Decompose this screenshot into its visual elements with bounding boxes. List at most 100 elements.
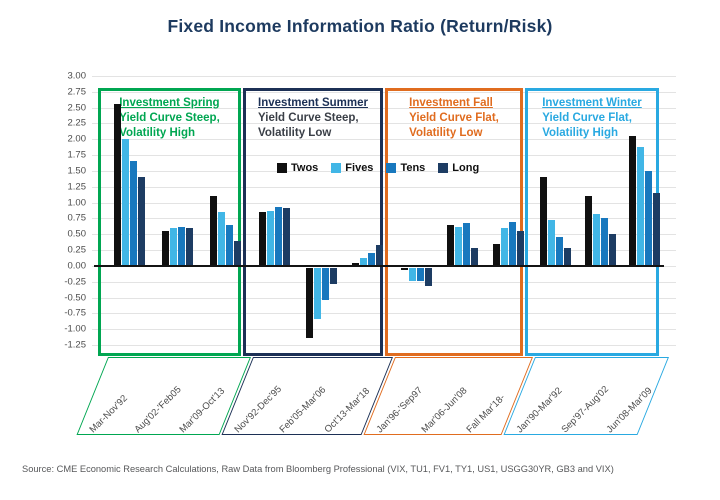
zero-axis-line — [94, 264, 664, 267]
bar-long — [282, 208, 290, 266]
bar-twos — [492, 243, 500, 266]
bar-twos — [629, 136, 637, 266]
bar-tens — [368, 253, 376, 266]
y-tick-label: -0.50 — [64, 292, 86, 304]
y-tick-label: -0.75 — [64, 307, 86, 319]
gridline — [92, 170, 676, 172]
y-tick-label: 2.25 — [67, 117, 87, 129]
season-annotation-text: Investment Winter Yield Curve Flat, Volati… — [542, 96, 642, 142]
legend-item-tens: Tens — [386, 162, 425, 174]
y-tick-label: 0.50 — [67, 228, 87, 240]
y-tick-label: 1.75 — [67, 149, 87, 161]
season-title: Investment Winter — [542, 97, 642, 109]
bar-fives — [266, 210, 274, 266]
season-annotation: Investment Summer Yield Curve Steep, Volat… — [246, 96, 380, 142]
y-tick-label: 1.50 — [67, 165, 87, 177]
bar-tens — [462, 222, 470, 266]
season-title: Investment Fall — [409, 97, 493, 109]
season-subtitle-line: Yield Curve Steep, — [258, 112, 359, 125]
bar-long — [138, 177, 146, 266]
bar-fives — [313, 267, 321, 319]
bar-tens — [321, 267, 329, 300]
gridline — [92, 76, 676, 77]
bar-twos — [258, 212, 266, 266]
gridline — [92, 234, 676, 236]
season-subtitle-line: Volatility High — [119, 127, 196, 140]
gridline — [92, 155, 676, 157]
bar-twos — [584, 196, 592, 266]
season-title: Investment Spring — [119, 97, 220, 109]
season-box-investment-spring: Investment Spring Yield Curve Steep, Volat… — [98, 88, 241, 356]
source-note: Source: CME Economic Research Calculatio… — [22, 464, 614, 474]
bar-fives — [454, 226, 462, 266]
bar-long — [186, 227, 193, 266]
gridline — [92, 281, 676, 283]
bar-fives — [122, 139, 130, 266]
y-tick-label: 1.00 — [67, 197, 87, 209]
bar-long — [424, 267, 432, 286]
bar-twos — [162, 231, 169, 266]
gridline — [92, 250, 676, 252]
bar-fives — [217, 212, 225, 266]
bar-twos — [446, 224, 454, 266]
legend-swatch-long — [438, 163, 449, 173]
gridline — [92, 329, 676, 331]
legend-label: Long — [452, 162, 480, 174]
legend-swatch-twos — [277, 163, 287, 173]
season-title: Investment Summer — [258, 97, 368, 109]
bar-long — [653, 193, 661, 266]
gridline — [92, 345, 676, 347]
bar-twos — [209, 196, 217, 266]
gridline — [92, 139, 676, 141]
bar-twos — [539, 177, 547, 266]
gridline — [92, 107, 676, 109]
y-tick-label: 1.25 — [67, 181, 87, 193]
y-tick-label: -1.25 — [64, 339, 86, 351]
bar-fives — [500, 227, 508, 266]
legend-swatch-tens — [386, 163, 397, 173]
bar-tens — [508, 221, 516, 266]
y-tick-label: 3.00 — [67, 70, 87, 82]
bar-long — [563, 248, 571, 266]
season-box-investment-summer: Investment Summer Yield Curve Steep, Volat… — [243, 88, 383, 356]
season-subtitle-line: Volatility Low — [258, 127, 332, 140]
legend-item-fives: Fives — [331, 162, 373, 174]
y-tick-label: 2.50 — [67, 102, 87, 114]
season-annotation-text: Investment Spring Yield Curve Steep, Volat… — [119, 96, 220, 142]
chart-title: Fixed Income Information Ratio (Return/R… — [167, 16, 553, 36]
season-annotation: Investment Winter Yield Curve Flat, Volati… — [528, 96, 656, 142]
bar-long — [376, 245, 384, 266]
y-tick-label: 0.25 — [67, 244, 87, 256]
bar-tens — [555, 237, 563, 266]
bar-long — [329, 267, 337, 284]
bar-tens — [645, 170, 653, 266]
y-tick-label: 0.00 — [67, 260, 87, 272]
bar-twos — [305, 267, 313, 338]
legend-item-long: Long — [438, 162, 479, 174]
bar-tens — [600, 218, 608, 266]
bar-twos — [352, 262, 360, 266]
bar-fives — [408, 267, 416, 281]
legend-label: Fives — [345, 162, 374, 174]
bar-long — [470, 248, 478, 266]
legend-item-twos: Twos — [277, 162, 318, 174]
legend-label: Twos — [291, 162, 319, 174]
bar-tens — [130, 161, 138, 266]
bar-twos — [400, 267, 408, 271]
bar-tens — [178, 226, 185, 266]
legend: Twos Fives Tens Long — [277, 162, 479, 174]
bar-fives — [360, 258, 368, 266]
y-tick-label: -0.25 — [64, 276, 86, 288]
bar-long — [516, 231, 524, 266]
gridline — [92, 297, 676, 299]
y-tick-label: 0.75 — [67, 212, 87, 224]
legend-swatch-fives — [331, 163, 342, 173]
season-subtitle-line: Volatility High — [542, 127, 619, 140]
season-annotation: Investment Spring Yield Curve Steep, Volat… — [101, 96, 238, 142]
bar-tens — [274, 207, 282, 266]
bar-long — [233, 240, 241, 266]
season-annotation-text: Investment Fall Yield Curve Flat, Volatili… — [409, 96, 499, 142]
gridline — [92, 313, 676, 315]
season-subtitle-line: Yield Curve Flat, — [409, 112, 499, 125]
